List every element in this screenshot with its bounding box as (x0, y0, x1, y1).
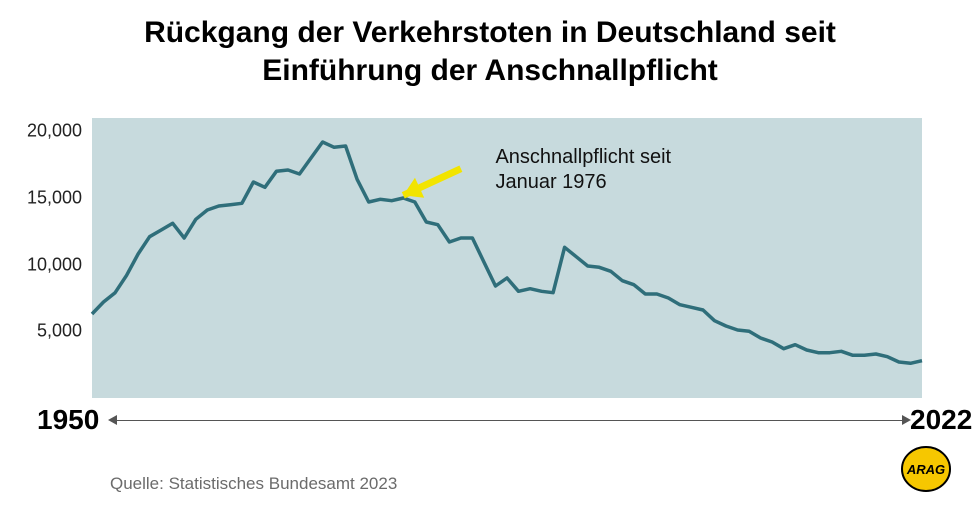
x-axis-line (116, 420, 902, 421)
x-axis-arrow-right-icon (902, 415, 911, 425)
x-axis-end-label: 2022 (910, 404, 972, 436)
source-text: Quelle: Statistisches Bundesamt 2023 (110, 474, 397, 494)
chart-title-line1: Rückgang der Verkehrstoten in Deutschlan… (0, 14, 980, 52)
chart-title-line2: Einführung der Anschnallpflicht (0, 52, 980, 90)
y-tick-label: 10,000 (12, 254, 82, 275)
annotation-text: Anschnallpflicht seit Januar 1976 (495, 145, 671, 195)
y-tick-label: 20,000 (12, 121, 82, 142)
x-axis-arrow-left-icon (108, 415, 117, 425)
chart-title: Rückgang der Verkehrstoten in Deutschlan… (0, 0, 980, 89)
svg-text:ARAG: ARAG (906, 462, 945, 477)
y-tick-label: 15,000 (12, 188, 82, 209)
x-axis-start-label: 1950 (37, 404, 99, 436)
arag-logo: ARAG (900, 443, 952, 500)
chart-area: 5,000 10,000 15,000 20,000 Anschnallpfli… (92, 118, 922, 398)
y-tick-label: 5,000 (12, 321, 82, 342)
